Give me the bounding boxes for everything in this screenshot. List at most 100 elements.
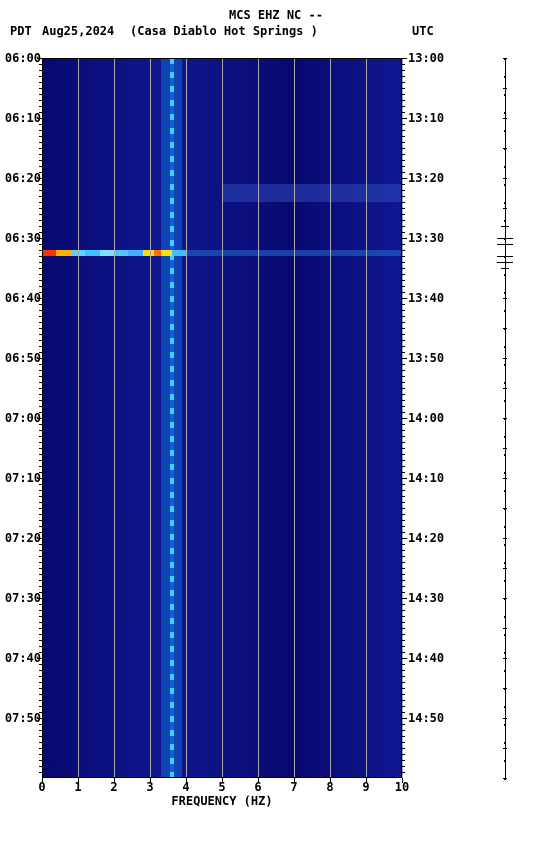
location: (Casa Diablo Hot Springs ) [130, 24, 318, 38]
waveform-tick [501, 226, 509, 227]
y-minor-tick [402, 592, 405, 593]
y-tick-label-left: 06:20 [5, 171, 41, 185]
y-minor-tick [402, 292, 405, 293]
timezone-right: UTC [412, 24, 434, 38]
event-segment [143, 250, 154, 256]
y-minor-tick [39, 526, 42, 527]
waveform-tick [503, 388, 507, 389]
y-minor-tick [39, 94, 42, 95]
y-minor-tick [402, 634, 405, 635]
y-minor-tick [402, 250, 405, 251]
y-tick-label-left: 07:40 [5, 651, 41, 665]
y-minor-tick [39, 250, 42, 251]
y-minor-tick [402, 352, 405, 353]
y-minor-tick [402, 160, 405, 161]
y-minor-tick [402, 334, 405, 335]
y-minor-tick [39, 226, 42, 227]
y-minor-tick [39, 700, 42, 701]
waveform-dot [504, 130, 506, 132]
y-minor-tick [39, 676, 42, 677]
y-minor-tick [39, 640, 42, 641]
y-tick-mark-right [402, 658, 407, 659]
y-minor-tick [402, 136, 405, 137]
y-tick-mark-right [402, 118, 407, 119]
y-minor-tick [39, 742, 42, 743]
waveform-dot [504, 652, 506, 654]
y-tick-label-right: 14:20 [408, 531, 444, 545]
y-minor-tick [402, 376, 405, 377]
y-minor-tick [402, 124, 405, 125]
y-minor-tick [402, 472, 405, 473]
event-segment [128, 250, 142, 256]
y-minor-tick [39, 328, 42, 329]
y-minor-tick [39, 244, 42, 245]
waveform-dot [504, 508, 506, 510]
y-minor-tick [402, 310, 405, 311]
y-minor-tick [39, 70, 42, 71]
y-minor-tick [39, 568, 42, 569]
y-minor-tick [39, 172, 42, 173]
y-minor-tick [39, 532, 42, 533]
waveform-dot [504, 94, 506, 96]
waveform-tick [503, 478, 507, 479]
waveform-dot [504, 292, 506, 294]
x-tick-label: 6 [254, 780, 261, 794]
y-minor-tick [402, 106, 405, 107]
y-minor-tick [39, 562, 42, 563]
y-minor-tick [39, 430, 42, 431]
waveform-tick [503, 538, 507, 539]
waveform-plot [480, 58, 530, 778]
y-tick-mark-right [402, 718, 407, 719]
y-minor-tick [39, 208, 42, 209]
y-minor-tick [39, 730, 42, 731]
y-minor-tick [402, 424, 405, 425]
vgrid-line [294, 58, 295, 778]
y-minor-tick [402, 268, 405, 269]
y-minor-tick [402, 766, 405, 767]
y-minor-tick [402, 202, 405, 203]
y-minor-tick [402, 232, 405, 233]
waveform-dot [504, 490, 506, 492]
y-tick-mark-right [402, 418, 407, 419]
y-minor-tick [402, 754, 405, 755]
y-minor-tick [402, 100, 405, 101]
y-minor-tick [39, 772, 42, 773]
spectrogram-plot: FREQUENCY (HZ) 01234567891006:0013:0006:… [42, 58, 402, 778]
y-minor-tick [39, 388, 42, 389]
y-minor-tick [402, 448, 405, 449]
y-minor-tick [39, 706, 42, 707]
y-minor-tick [39, 514, 42, 515]
y-tick-label-left: 07:10 [5, 471, 41, 485]
waveform-dot [504, 382, 506, 384]
y-minor-tick [402, 670, 405, 671]
y-minor-tick [39, 688, 42, 689]
y-minor-tick [402, 586, 405, 587]
y-minor-tick [39, 508, 42, 509]
y-minor-tick [402, 490, 405, 491]
waveform-tick [503, 208, 507, 209]
y-minor-tick [402, 304, 405, 305]
event-segment [172, 250, 186, 256]
y-minor-tick [402, 280, 405, 281]
y-minor-tick [402, 664, 405, 665]
y-tick-mark-right [402, 58, 407, 59]
y-tick-label-left: 06:30 [5, 231, 41, 245]
y-minor-tick [39, 442, 42, 443]
y-minor-tick [402, 436, 405, 437]
waveform-dot [504, 238, 506, 240]
y-minor-tick [402, 532, 405, 533]
y-minor-tick [402, 502, 405, 503]
y-minor-tick [402, 262, 405, 263]
y-minor-tick [39, 448, 42, 449]
y-minor-tick [39, 292, 42, 293]
y-minor-tick [39, 646, 42, 647]
y-minor-tick [39, 304, 42, 305]
y-minor-tick [402, 340, 405, 341]
waveform-dot [504, 616, 506, 618]
vertical-feature-core [170, 58, 174, 778]
y-minor-tick [402, 172, 405, 173]
y-minor-tick [39, 136, 42, 137]
y-minor-tick [402, 688, 405, 689]
y-minor-tick [402, 406, 405, 407]
vgrid-line [186, 58, 187, 778]
